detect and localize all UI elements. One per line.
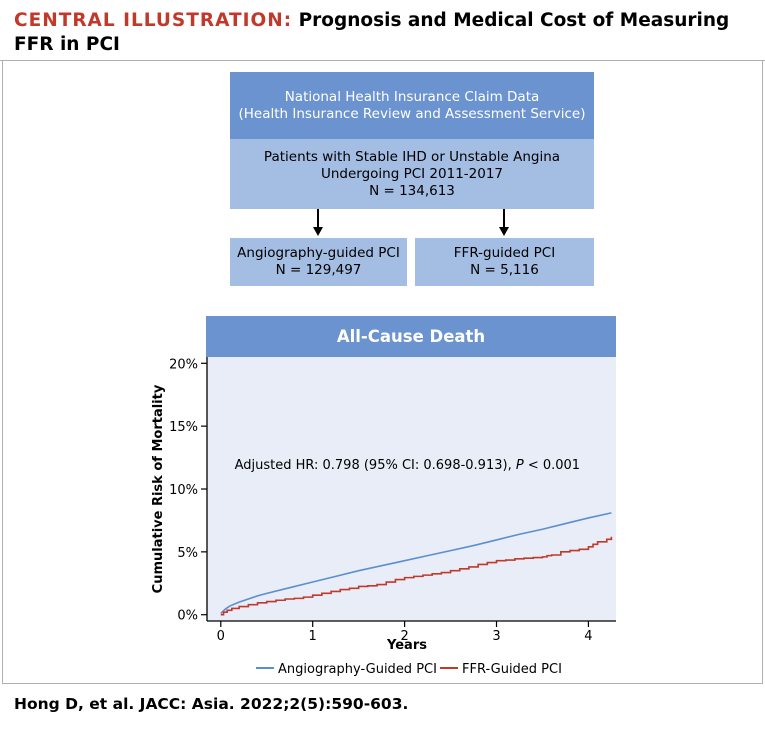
y-tick-label: 10% (169, 483, 198, 498)
x-tick-label: 4 (584, 629, 592, 644)
legend: Angiography-Guided PCI FFR-Guided PCI (256, 662, 562, 677)
y-axis-label: Cumulative Risk of Mortality (151, 384, 166, 593)
study-population-box: Patients with Stable IHD or Unstable Ang… (230, 139, 594, 209)
p-value: < 0.001 (524, 458, 580, 473)
header-divider (0, 60, 765, 61)
ffr-arm-box: FFR-guided PCI N = 5,116 (415, 238, 594, 286)
series-line-angiography (220, 512, 612, 615)
legend-label-angiography: Angiography-Guided PCI (278, 662, 437, 677)
ffr-arm-label: FFR-guided PCI (453, 245, 556, 261)
x-axis-ticks: 0 1 2 3 4 (217, 621, 593, 644)
data-source-box: National Health Insurance Claim Data (He… (230, 72, 594, 139)
angiography-arm-label: Angiography-guided PCI (237, 245, 400, 261)
x-tick-label: 1 (309, 629, 317, 644)
figure-title: CENTRAL ILLUSTRATION: Prognosis and Medi… (14, 9, 754, 57)
population-line-1: Patients with Stable IHD or Unstable Ang… (263, 148, 561, 165)
x-axis-label: Years (386, 638, 427, 653)
ffr-arm-count: N = 5,116 (470, 262, 539, 278)
arrow-left-shaft (317, 209, 319, 228)
angiography-arm-box: Angiography-guided PCI N = 129,497 (230, 238, 407, 286)
population-line-2: Undergoing PCI 2011-2017 (320, 165, 504, 182)
series-lines (220, 512, 613, 616)
illustration-frame (2, 61, 763, 684)
data-source-line-2: (Health Insurance Review and Assessment … (238, 105, 586, 122)
arrow-left-head (313, 227, 323, 236)
x-tick-label: 2 (400, 629, 408, 644)
y-tick-label: 5% (177, 546, 198, 561)
plot-background (207, 357, 616, 621)
citation: Hong D, et al. JACC: Asia. 2022;2(5):590… (14, 695, 409, 713)
series-line-ffr (220, 536, 613, 616)
data-source-line-1: National Health Insurance Claim Data (284, 88, 540, 105)
hazard-ratio-annotation: Adjusted HR: 0.798 (95% CI: 0.698-0.913)… (235, 458, 580, 473)
x-tick-label: 0 (217, 629, 225, 644)
legend-label-ffr: FFR-Guided PCI (462, 662, 562, 677)
y-tick-label: 20% (169, 357, 198, 372)
hr-prefix: Adjusted HR: 0.798 (95% CI: 0.698-0.913)… (235, 458, 516, 473)
population-count: N = 134,613 (369, 182, 455, 199)
header: CENTRAL ILLUSTRATION: Prognosis and Medi… (0, 0, 765, 60)
arrow-right-head (499, 227, 509, 236)
title-text: Prognosis and Medical Cost of Measuring … (14, 10, 730, 55)
y-axis-ticks: 0% 5% 10% 15% 20% (169, 357, 207, 624)
y-tick-label: 15% (169, 420, 198, 435)
p-symbol: P (516, 458, 524, 473)
title-prefix: CENTRAL ILLUSTRATION: (14, 10, 293, 31)
x-tick-label: 3 (492, 629, 500, 644)
arrow-right-shaft (503, 209, 505, 228)
angiography-arm-count: N = 129,497 (275, 262, 362, 278)
y-tick-label: 0% (177, 609, 198, 624)
panel-title: All-Cause Death (206, 316, 616, 357)
